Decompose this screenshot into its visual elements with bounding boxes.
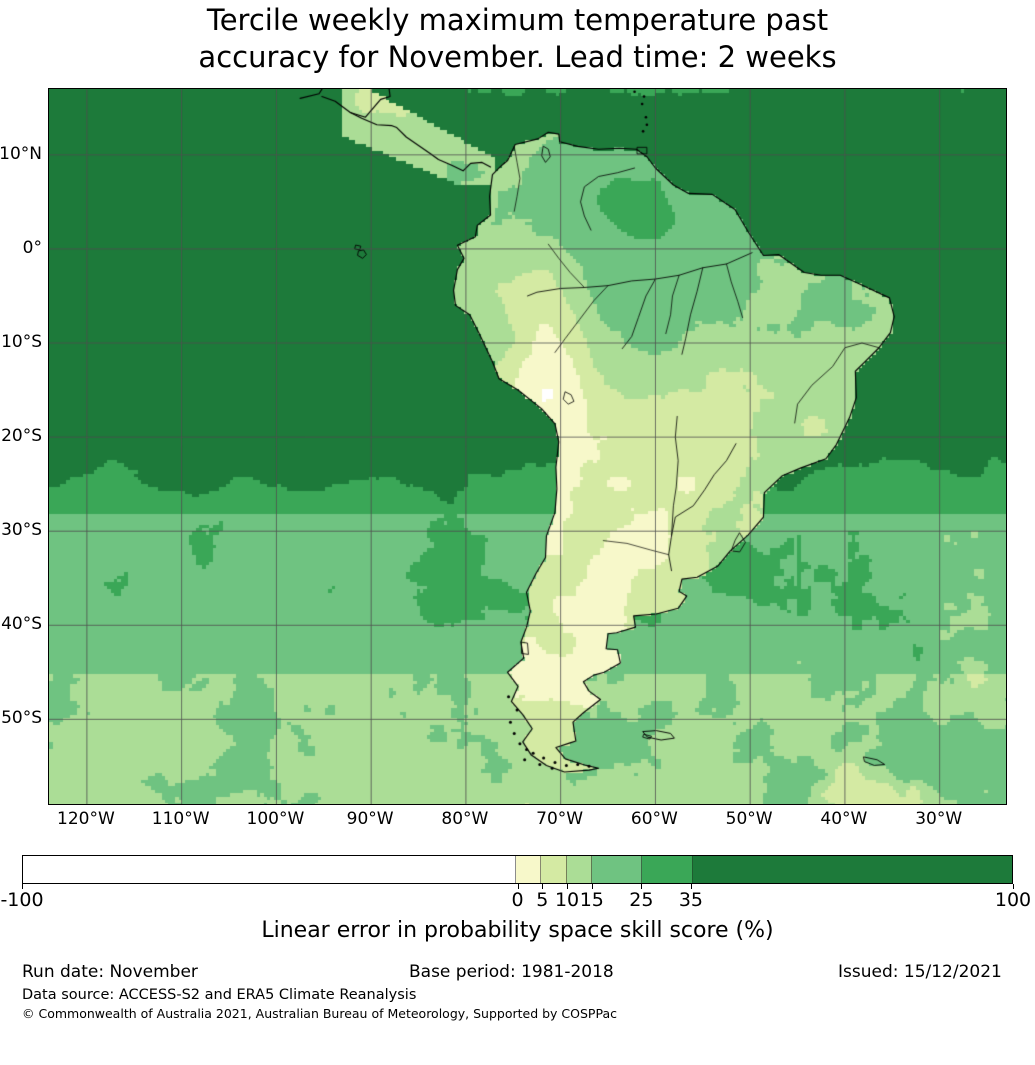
- colorbar-tick-label: 15: [579, 889, 604, 911]
- colorbar-tick-label: 5: [536, 889, 549, 911]
- colorbar-tick: [591, 884, 593, 889]
- colorbar-segment: [692, 856, 1013, 883]
- colorbar-label: Linear error in probability space skill …: [261, 918, 774, 943]
- latitude-tick-label: 10°N: [0, 143, 42, 164]
- latitude-tick-label: 10°S: [1, 332, 42, 352]
- longitude-tick-label: 30°W: [915, 809, 963, 829]
- longitude-tick-label: 110°W: [151, 809, 210, 829]
- colorbar-segment: [592, 856, 643, 883]
- latitude-tick-label: 50°S: [1, 708, 42, 729]
- longitude-tick-label: 90°W: [346, 809, 394, 829]
- longitude-tick-label: 100°W: [246, 809, 305, 829]
- map-plot-area[interactable]: [48, 88, 1007, 805]
- issued-date-text: Issued: 15/12/2021: [838, 962, 1002, 982]
- longitude-tick-label: 120°W: [57, 809, 115, 829]
- colorbar-tick-label: -100: [0, 889, 44, 911]
- colorbar-tick: [517, 884, 519, 889]
- skill-score-heatmap: [49, 89, 1006, 804]
- run-date-text: Run date: November: [22, 962, 198, 982]
- data-source-text: Data source: ACCESS-S2 and ERA5 Climate …: [22, 987, 417, 1003]
- colorbar-segment: [566, 856, 593, 883]
- colorbar-segment: [515, 856, 542, 883]
- colorbar-tick: [22, 884, 23, 889]
- page-title: Tercile weekly maximum temperature past …: [198, 3, 837, 74]
- base-period-text: Base period: 1981-2018: [409, 962, 614, 982]
- longitude-tick-label: 60°W: [630, 809, 678, 829]
- colorbar[interactable]: [22, 855, 1013, 884]
- colorbar-tick: [567, 884, 569, 889]
- colorbar-tick-label: 10: [554, 889, 580, 911]
- colorbar-tick: [690, 884, 692, 889]
- longitude-tick-label: 50°W: [725, 809, 773, 829]
- colorbar-segment: [541, 856, 567, 883]
- colorbar-tick-label: 25: [629, 889, 654, 911]
- longitude-tick-label: 70°W: [536, 809, 584, 829]
- latitude-tick-label: 30°S: [1, 520, 42, 541]
- colorbar-tick: [1013, 884, 1014, 889]
- latitude-tick-label: 0°: [22, 237, 42, 258]
- latitude-tick-label: 40°S: [1, 614, 42, 635]
- longitude-tick-label: 40°W: [820, 809, 868, 829]
- colorbar-tick-label: 0: [511, 889, 524, 911]
- colorbar-segment: [23, 856, 516, 883]
- longitude-tick-label: 80°W: [441, 809, 489, 829]
- colorbar-segment: [642, 856, 693, 883]
- colorbar-tick: [542, 884, 544, 889]
- footer-metadata-row: Run date: November Base period: 1981-201…: [0, 962, 1035, 984]
- colorbar-tick-label: 35: [678, 889, 704, 911]
- colorbar-tick-label: 100: [994, 889, 1032, 911]
- colorbar-tick: [641, 884, 643, 889]
- copyright-text: © Commonwealth of Australia 2021, Austra…: [22, 1006, 617, 1021]
- latitude-tick-label: 20°S: [1, 426, 42, 447]
